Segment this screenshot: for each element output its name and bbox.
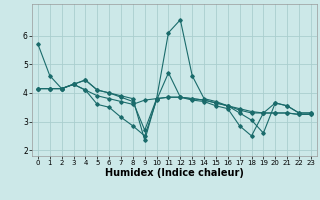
X-axis label: Humidex (Indice chaleur): Humidex (Indice chaleur): [105, 168, 244, 178]
